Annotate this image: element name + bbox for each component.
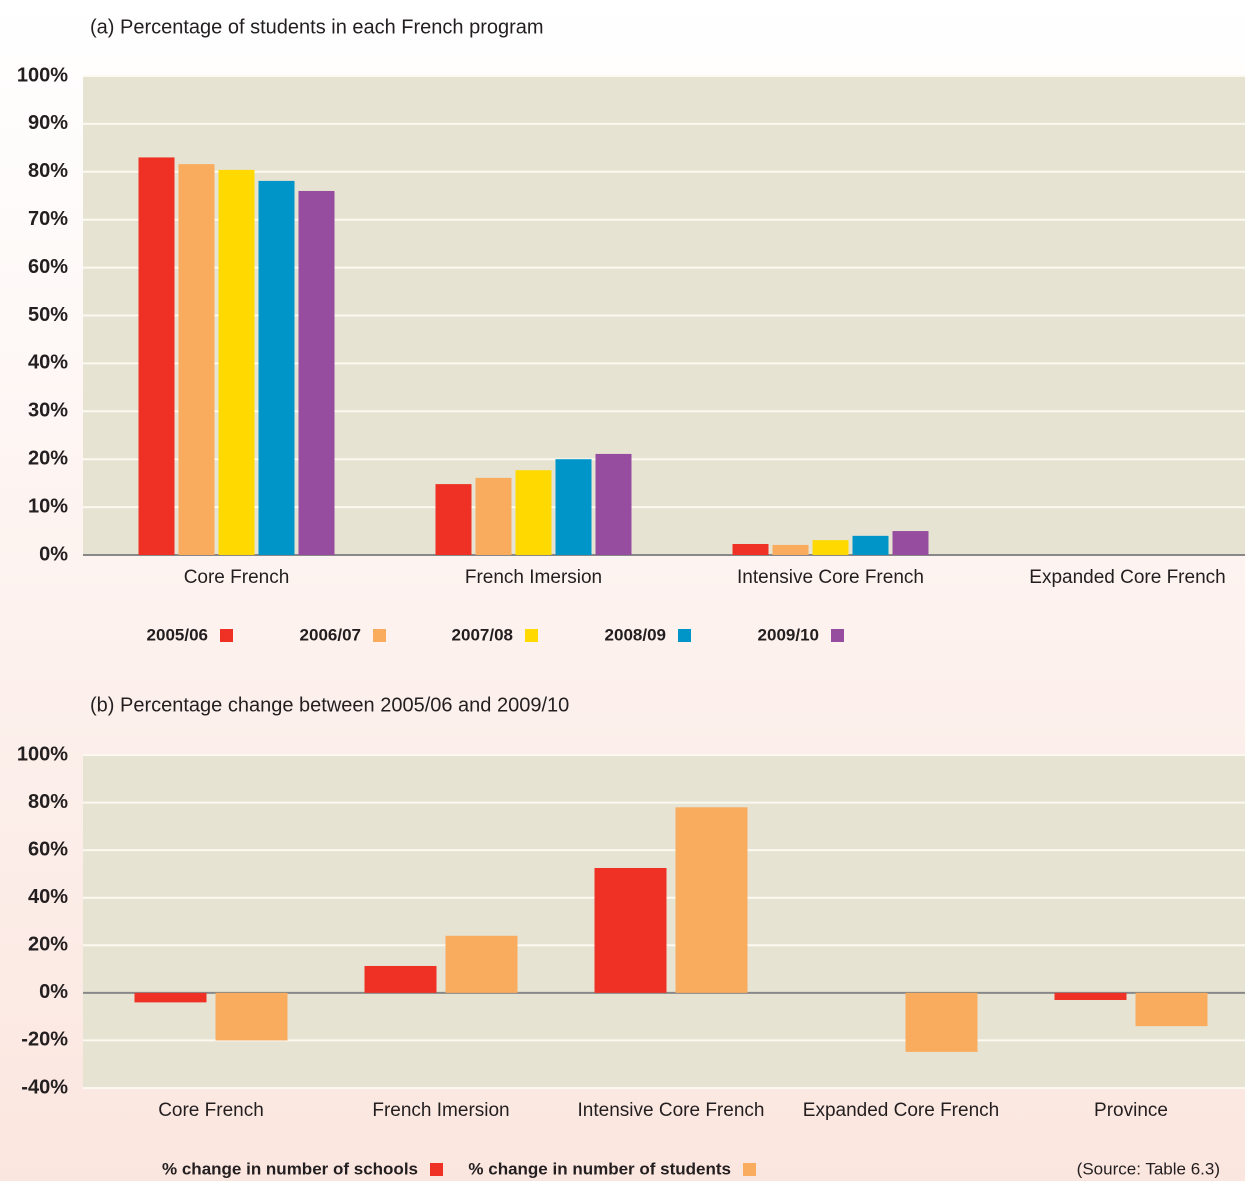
bar	[138, 157, 175, 555]
legend-swatch	[831, 629, 844, 642]
bar	[515, 470, 552, 555]
y-tick-label: 10%	[28, 495, 68, 517]
legend-label: % change in number of students	[468, 1159, 731, 1178]
y-tick-label: 90%	[28, 112, 68, 134]
legend-label: % change in number of schools	[162, 1159, 418, 1178]
x-tick-label: Intensive Core French	[578, 1100, 765, 1121]
bar	[178, 164, 215, 556]
bar	[675, 807, 748, 993]
legend-label: 2007/08	[452, 625, 513, 644]
bar	[215, 992, 288, 1041]
bar	[555, 459, 592, 555]
x-tick-label: Expanded Core French	[803, 1100, 999, 1121]
x-tick-label: French Imersion	[372, 1100, 509, 1121]
bar	[1135, 992, 1208, 1027]
legend-swatch	[430, 1163, 443, 1176]
y-tick-label: 80%	[28, 160, 68, 182]
chart-title: (a) Percentage of students in each Frenc…	[90, 16, 544, 38]
y-tick-label: 20%	[28, 447, 68, 469]
legend-label: 2009/10	[758, 625, 819, 644]
bar	[218, 169, 255, 555]
bar	[445, 935, 518, 993]
bar	[905, 992, 978, 1052]
y-tick-label: 100%	[17, 743, 68, 765]
source-note: (Source: Table 6.3)	[1077, 1159, 1220, 1178]
bar	[435, 484, 472, 555]
y-tick-label: 80%	[28, 791, 68, 813]
bar	[475, 477, 512, 555]
y-tick-label: -40%	[21, 1076, 68, 1098]
y-tick-label: 40%	[28, 352, 68, 374]
legend-swatch	[743, 1163, 756, 1176]
legend-swatch	[220, 629, 233, 642]
y-tick-label: 0%	[39, 981, 68, 1003]
y-tick-label: 50%	[28, 304, 68, 326]
y-tick-label: 60%	[28, 256, 68, 278]
chart-title: (b) Percentage change between 2005/06 an…	[90, 694, 569, 716]
bar	[892, 531, 929, 555]
bar	[732, 543, 769, 555]
legend-label: 2008/09	[605, 625, 666, 644]
y-tick-label: 100%	[17, 64, 68, 86]
legend-swatch	[525, 629, 538, 642]
bar	[134, 992, 207, 1003]
y-tick-label: 70%	[28, 208, 68, 230]
legend-label: 2005/06	[147, 625, 208, 644]
legend-swatch	[678, 629, 691, 642]
x-tick-label: French Imersion	[465, 567, 602, 588]
x-tick-label: Expanded Core French	[1029, 567, 1225, 588]
y-tick-label: 20%	[28, 934, 68, 956]
bar	[364, 965, 437, 993]
bar	[852, 535, 889, 555]
y-tick-label: 60%	[28, 838, 68, 860]
bar	[594, 867, 667, 993]
bar	[1054, 992, 1127, 1000]
y-tick-label: 40%	[28, 886, 68, 908]
legend-label: 2006/07	[300, 625, 361, 644]
legend-swatch	[373, 629, 386, 642]
bar	[772, 544, 809, 555]
x-tick-label: Core French	[184, 567, 290, 588]
bar	[298, 190, 335, 555]
bar	[258, 180, 295, 555]
bar	[595, 453, 632, 555]
x-tick-label: Intensive Core French	[737, 567, 924, 588]
x-tick-label: Core French	[158, 1100, 264, 1121]
y-tick-label: -20%	[21, 1029, 68, 1051]
bar	[812, 540, 849, 555]
y-tick-label: 0%	[39, 543, 68, 565]
x-tick-label: Province	[1094, 1100, 1168, 1121]
y-tick-label: 30%	[28, 400, 68, 422]
